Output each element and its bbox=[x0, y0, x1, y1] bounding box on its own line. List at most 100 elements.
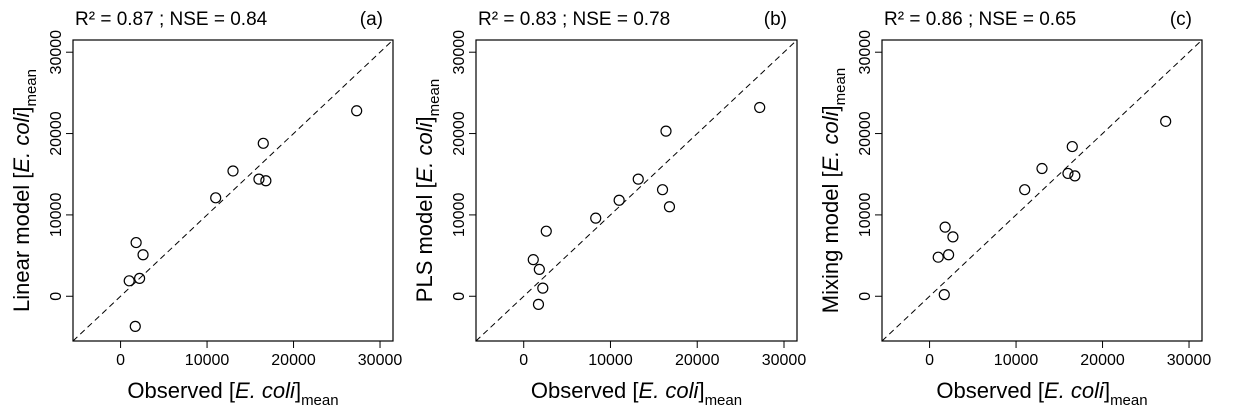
x-tick-label: 30000 bbox=[358, 352, 403, 369]
y-axis-label-subscript: mean bbox=[426, 79, 443, 117]
data-point bbox=[123, 275, 135, 287]
y-tick-label: 30000 bbox=[48, 30, 65, 75]
y-tick-label: 20000 bbox=[451, 111, 468, 156]
x-axis-label: Observed [E. coli]mean bbox=[936, 378, 1147, 409]
x-tick-label: 10000 bbox=[185, 352, 230, 369]
panel-label: (b) bbox=[764, 9, 787, 30]
data-point bbox=[660, 125, 672, 137]
data-point bbox=[540, 225, 552, 237]
y-axis-label: Linear model [E. coli]mean bbox=[9, 69, 40, 312]
x-tick-label: 0 bbox=[925, 352, 934, 369]
x-axis-label-subscript: mean bbox=[705, 392, 743, 409]
data-point bbox=[1160, 115, 1172, 127]
data-point bbox=[527, 254, 539, 266]
data-point bbox=[932, 251, 944, 263]
data-point bbox=[227, 165, 239, 177]
x-tick-label: 20000 bbox=[1080, 352, 1125, 369]
x-axis-label-prefix: Observed [ bbox=[936, 378, 1044, 403]
x-axis-label-italic: E. coli bbox=[639, 378, 700, 403]
y-axis-label: PLS model [E. coli]mean bbox=[412, 79, 443, 302]
panel-metrics-title: R² = 0.83 ; NSE = 0.78 bbox=[478, 9, 670, 30]
x-axis-label-prefix: Observed [ bbox=[127, 378, 235, 403]
x-axis-label-prefix: Observed [ bbox=[531, 378, 639, 403]
x-axis-label-italic: E. coli bbox=[1044, 378, 1105, 403]
data-point bbox=[656, 184, 669, 196]
y-tick-label: 30000 bbox=[857, 30, 874, 75]
data-point bbox=[632, 173, 644, 185]
one-to-one-line bbox=[72, 39, 394, 342]
x-tick-label: 0 bbox=[519, 352, 528, 369]
data-point bbox=[260, 175, 272, 187]
scatter-panel: 0 10000 20000 30000 0 10000 20000 30000 R² = 0.8… bbox=[9, 9, 402, 409]
scatter-panel: 0 10000 20000 30000 0 10000 20000 30000 R² = 0.8… bbox=[412, 9, 806, 409]
y-tick-label: 30000 bbox=[451, 30, 468, 75]
y-axis-label-italic: E. coli bbox=[818, 110, 843, 171]
data-point bbox=[537, 282, 549, 294]
y-axis-label-subscript: mean bbox=[23, 69, 40, 107]
data-point bbox=[938, 289, 950, 301]
y-tick-label: 0 bbox=[48, 292, 65, 301]
data-point bbox=[754, 101, 766, 114]
plot-frame bbox=[881, 39, 1203, 342]
y-axis-label-italic: E. coli bbox=[412, 121, 437, 182]
data-point bbox=[351, 105, 363, 117]
plot-frame bbox=[475, 39, 798, 342]
one-to-one-line bbox=[881, 39, 1203, 342]
y-axis-label-suffix: ] bbox=[818, 105, 843, 111]
data-point bbox=[253, 173, 265, 185]
x-tick-label: 0 bbox=[116, 352, 125, 369]
panel-metrics-title: R² = 0.86 ; NSE = 0.65 bbox=[884, 9, 1076, 30]
y-tick-label: 0 bbox=[451, 292, 468, 301]
y-tick-label: 20000 bbox=[48, 111, 65, 156]
x-tick-label: 10000 bbox=[588, 352, 633, 369]
data-point bbox=[663, 201, 676, 213]
data-point bbox=[1062, 167, 1074, 180]
x-axis-label-suffix: ] bbox=[295, 378, 301, 403]
y-axis-label: Mixing model [E. coli]mean bbox=[818, 68, 849, 313]
data-point bbox=[533, 263, 545, 276]
plot-frame bbox=[72, 39, 394, 342]
x-axis-label-subscript: mean bbox=[301, 392, 339, 409]
x-axis-label-italic: E. coli bbox=[235, 378, 296, 403]
y-tick-label: 10000 bbox=[48, 193, 65, 238]
data-point bbox=[1066, 140, 1078, 153]
y-tick-label: 10000 bbox=[451, 193, 468, 238]
y-axis-label-suffix: ] bbox=[9, 107, 34, 113]
data-point bbox=[590, 212, 602, 224]
data-point bbox=[130, 236, 142, 249]
y-axis-label-prefix: PLS model [ bbox=[412, 182, 437, 302]
data-point bbox=[613, 194, 625, 206]
y-axis-label-italic: E. coli bbox=[9, 112, 34, 173]
data-point bbox=[947, 231, 959, 243]
scatter-panel: 0 10000 20000 30000 0 10000 20000 30000 R² = 0.8… bbox=[818, 9, 1211, 409]
x-tick-label: 30000 bbox=[1167, 352, 1212, 369]
data-point bbox=[1036, 162, 1048, 175]
panel-label: (a) bbox=[360, 9, 383, 30]
data-point bbox=[942, 249, 955, 261]
data-point bbox=[532, 298, 545, 310]
data-point bbox=[1069, 170, 1081, 182]
data-point bbox=[939, 221, 951, 233]
panel-metrics-title: R² = 0.87 ; NSE = 0.84 bbox=[75, 9, 268, 30]
y-tick-label: 10000 bbox=[857, 193, 874, 238]
data-point bbox=[129, 320, 141, 332]
y-axis-label-suffix: ] bbox=[412, 116, 437, 122]
panel-label: (c) bbox=[1170, 9, 1192, 30]
data-point bbox=[137, 249, 149, 261]
x-axis-label-subscript: mean bbox=[1110, 392, 1148, 409]
data-point bbox=[1019, 184, 1031, 196]
y-axis-label-prefix: Linear model [ bbox=[9, 173, 34, 312]
y-axis-label-prefix: Mixing model [ bbox=[818, 171, 843, 313]
y-axis-label-subscript: mean bbox=[832, 68, 849, 106]
x-axis-label: Observed [E. coli]mean bbox=[531, 378, 742, 409]
x-tick-label: 20000 bbox=[271, 352, 316, 369]
x-axis-label: Observed [E. coli]mean bbox=[127, 378, 338, 409]
data-point bbox=[257, 137, 269, 149]
x-tick-label: 30000 bbox=[762, 352, 807, 369]
y-tick-label: 20000 bbox=[857, 111, 874, 156]
x-axis-label-suffix: ] bbox=[1104, 378, 1110, 403]
y-tick-label: 0 bbox=[857, 292, 874, 301]
data-point bbox=[210, 192, 222, 204]
one-to-one-line bbox=[475, 39, 798, 342]
